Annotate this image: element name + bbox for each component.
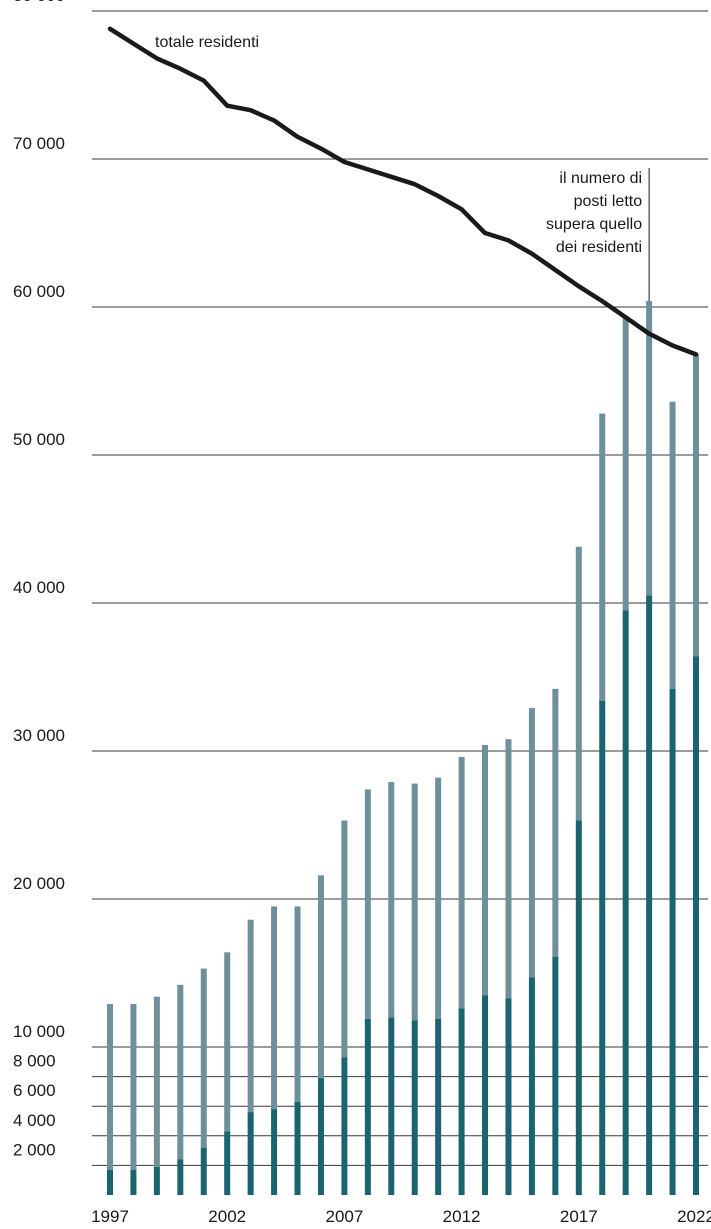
bar-lower — [130, 1169, 137, 1195]
y-tick-label: 20 000 — [13, 874, 65, 893]
x-tick-label: 2017 — [560, 1207, 598, 1226]
bar-lower — [528, 977, 535, 1195]
bar-upper — [130, 1004, 137, 1170]
gridlines — [92, 10, 708, 1166]
x-tick-label: 2002 — [208, 1207, 246, 1226]
bar-upper — [435, 777, 442, 1019]
bar-lower — [482, 995, 489, 1195]
y-tick-label: 50 000 — [13, 430, 65, 449]
bar-upper — [552, 688, 559, 957]
y-tick-label: 30 000 — [13, 726, 65, 745]
bar-lower — [669, 688, 676, 1195]
bar-upper — [247, 919, 254, 1113]
bar-lower — [177, 1159, 184, 1195]
y-tick-label: 2 000 — [13, 1140, 56, 1159]
bar-lower — [458, 1008, 465, 1195]
y-tick-label: 70 000 — [13, 134, 65, 153]
y-tick-label: 80 000 — [13, 0, 65, 5]
bar-lower — [341, 1057, 348, 1195]
x-tick-label: 2007 — [325, 1207, 363, 1226]
bar-lower — [575, 820, 582, 1195]
bar-lower — [388, 1017, 395, 1195]
bar-lower — [622, 610, 629, 1195]
y-axis: 2 000 4 000 6 000 8 000 10 000 20 000 30 000 40… — [13, 0, 65, 1159]
y-tick-label: 60 000 — [13, 282, 65, 301]
bar-upper — [341, 820, 348, 1058]
bar-upper — [528, 708, 535, 978]
x-tick-label: 2022 — [677, 1207, 711, 1226]
residents-line: totale residenti — [107, 26, 699, 357]
bar-upper — [505, 739, 512, 999]
bar-upper — [271, 906, 278, 1110]
y-tick-label: 4 000 — [13, 1111, 56, 1130]
bar-upper — [458, 756, 465, 1009]
y-tick-label: 6 000 — [13, 1081, 56, 1100]
y-tick-label: 8 000 — [13, 1052, 56, 1071]
bar-lower — [224, 1131, 231, 1195]
x-axis: 1997 2002 2007 2012 2017 2022 — [91, 1207, 711, 1226]
bar-upper — [153, 996, 160, 1167]
annotation-text: il numero di — [559, 170, 642, 187]
bar-lower — [271, 1109, 278, 1195]
bar-lower — [552, 956, 559, 1195]
bar-lower — [411, 1020, 418, 1195]
bar-upper — [317, 875, 324, 1079]
bars — [107, 301, 699, 1195]
annotations: il numero di posti letto supera quello dei … — [546, 168, 650, 302]
bar-lower — [505, 998, 512, 1195]
bar-upper — [364, 789, 371, 1019]
bar-upper — [107, 1004, 113, 1170]
bar-lower — [693, 656, 699, 1195]
bar-lower — [317, 1078, 324, 1195]
annotation-text: supera quello — [546, 216, 642, 233]
residents-line-label: totale residenti — [155, 34, 259, 51]
y-tick-label: 40 000 — [13, 578, 65, 597]
bar-upper — [693, 354, 699, 657]
bar-lower — [435, 1018, 442, 1195]
bar-upper — [177, 984, 184, 1160]
residents-line-path — [107, 26, 699, 357]
annotation-text: posti letto — [574, 193, 643, 210]
bar-lower — [107, 1169, 113, 1195]
bar-lower — [200, 1147, 207, 1195]
bar-upper — [599, 413, 606, 701]
bar-upper — [669, 401, 676, 689]
bar-lower — [646, 595, 653, 1195]
bar-upper — [294, 906, 301, 1102]
x-tick-label: 1997 — [91, 1207, 129, 1226]
bar-upper — [482, 745, 489, 996]
bar-lower — [599, 700, 606, 1195]
bar-upper — [224, 952, 231, 1132]
annotation-text: dei residenti — [556, 239, 642, 256]
y-tick-label: 10 000 — [13, 1022, 65, 1041]
bar-lower — [294, 1101, 301, 1195]
bar-lower — [247, 1112, 254, 1195]
bar-upper — [622, 317, 629, 611]
bar-lower — [153, 1166, 160, 1195]
bar-upper — [646, 301, 653, 596]
bar-upper — [411, 783, 418, 1021]
bar-upper — [575, 546, 582, 821]
x-tick-label: 2012 — [443, 1207, 481, 1226]
bar-lower — [364, 1018, 371, 1195]
bar-upper — [200, 968, 207, 1148]
bar-upper — [388, 782, 395, 1018]
